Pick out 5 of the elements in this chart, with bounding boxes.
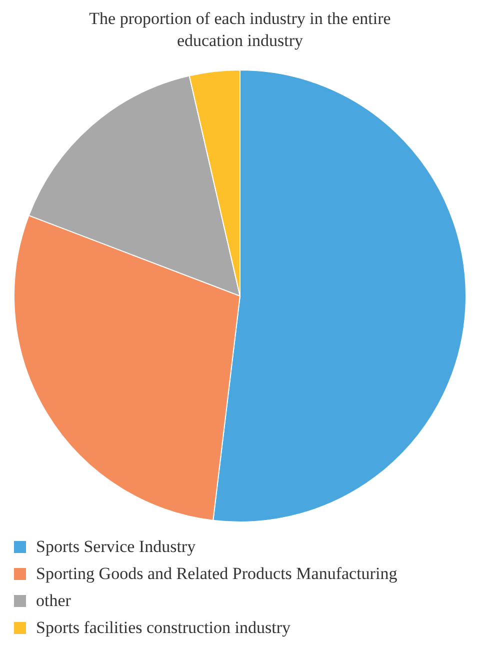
legend-label: other — [36, 591, 72, 610]
legend-label: Sports facilities construction industry — [36, 618, 291, 637]
legend-label: Sports Service Industry — [36, 537, 196, 556]
chart-title: The proportion of each industry in the entire education industry — [89, 9, 391, 50]
legend-label: Sporting Goods and Related Products Manufacturing — [36, 564, 398, 583]
